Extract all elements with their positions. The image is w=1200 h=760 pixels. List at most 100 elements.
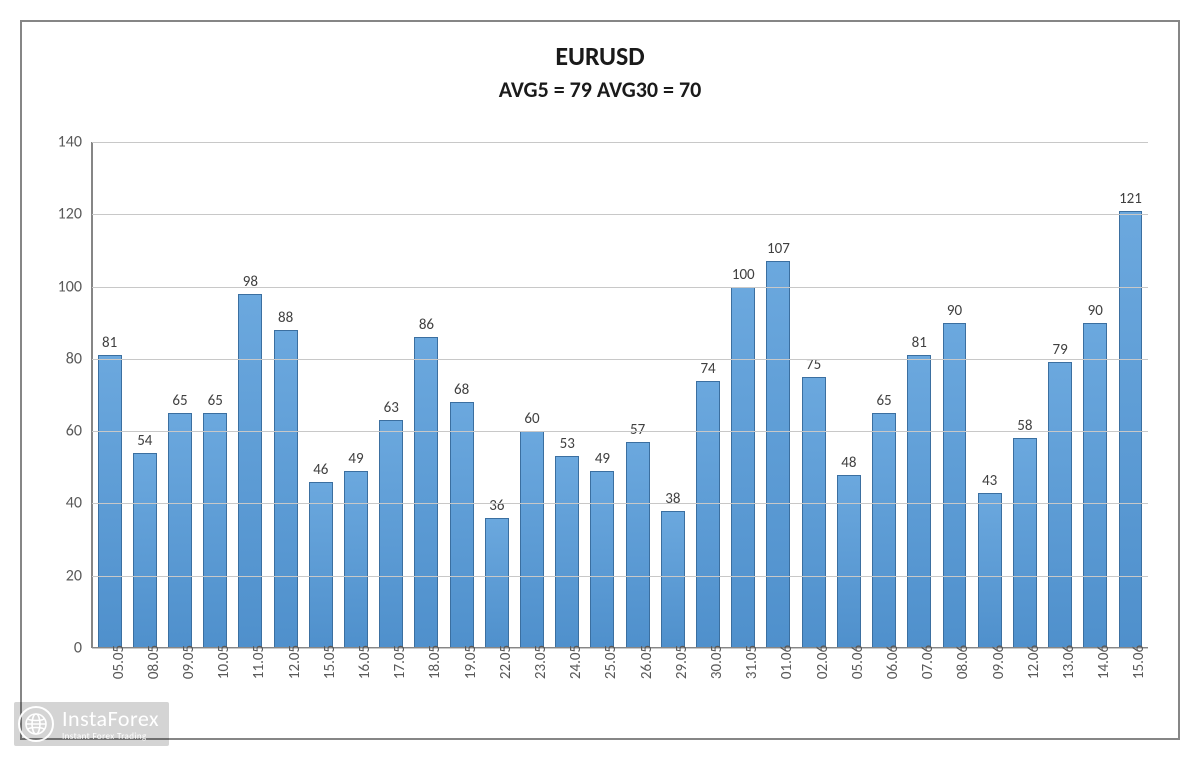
bar-slot: 48 [831,142,866,648]
grid-line [92,214,1148,215]
bar-slot: 54 [127,142,162,648]
chart-title: EURUSD [22,40,1178,72]
watermark-tagline: Instant Forex Trading [62,732,159,741]
bar: 90 [1083,323,1107,648]
bar-value-label: 49 [595,450,610,468]
chart-subtitle: AVG5 = 79 AVG30 = 70 [22,76,1178,103]
bar: 60 [520,431,544,648]
bar-value-label: 60 [524,410,539,428]
bar-value-label: 48 [841,454,856,472]
x-label-slot: 23.05 [514,656,549,726]
x-tick-label: 12.06 [1025,645,1043,679]
x-tick-label: 08.05 [145,645,163,679]
watermark: InstaForex Instant Forex Trading [14,702,169,746]
bar: 48 [837,475,861,648]
x-tick-label: 22.05 [497,645,515,679]
bar-value-label: 53 [560,435,575,453]
bar: 90 [943,323,967,648]
x-tick-label: 24.05 [567,645,585,679]
globe-icon [18,706,54,742]
bar-value-label: 79 [1052,341,1067,359]
bar-slot: 121 [1113,142,1148,648]
bar-slot: 81 [902,142,937,648]
bar-value-label: 38 [665,490,680,508]
x-tick-label: 12.05 [286,645,304,679]
y-tick-label: 100 [58,277,82,296]
x-tick-label: 01.06 [778,645,796,679]
x-tick-label: 17.05 [391,645,409,679]
grid-line [92,287,1148,288]
x-tick-label: 15.06 [1130,645,1148,679]
bar-value-label: 65 [876,392,891,410]
x-tick-label: 31.05 [743,645,761,679]
x-label-slot: 11.05 [233,656,268,726]
bar: 81 [98,355,122,648]
x-tick-label: 11.05 [250,645,268,679]
x-tick-label: 29.05 [673,645,691,679]
bar: 63 [379,420,403,648]
bar: 65 [168,413,192,648]
bar-slot: 68 [444,142,479,648]
y-tick-label: 20 [66,566,82,585]
x-tick-label: 10.05 [215,645,233,679]
y-tick-label: 120 [58,205,82,224]
bar-value-label: 57 [630,421,645,439]
bar-slot: 90 [1078,142,1113,648]
bar-slot: 98 [233,142,268,648]
x-label-slot: 31.05 [726,656,761,726]
bar: 54 [133,453,157,648]
bar-slot: 43 [972,142,1007,648]
x-label-slot: 13.06 [1042,656,1077,726]
y-tick-label: 40 [66,494,82,513]
bar-slot: 65 [866,142,901,648]
x-tick-label: 06.06 [884,645,902,679]
bar: 36 [485,518,509,648]
bar: 58 [1013,438,1037,648]
bar: 79 [1048,362,1072,648]
bar-value-label: 68 [454,381,469,399]
bar-slot: 65 [198,142,233,648]
x-label-slot: 14.06 [1078,656,1113,726]
x-label-slot: 10.05 [198,656,233,726]
bar-slot: 49 [338,142,373,648]
bar: 38 [661,511,685,648]
bar-slot: 58 [1007,142,1042,648]
grid-line [92,142,1148,143]
watermark-brand: InstaForex [62,708,159,730]
x-axis-labels: 05.0508.0509.0510.0511.0512.0515.0516.05… [92,656,1148,726]
bar-slot: 90 [937,142,972,648]
bar-value-label: 88 [278,309,293,327]
x-tick-label: 13.06 [1060,645,1078,679]
x-label-slot: 26.05 [620,656,655,726]
x-tick-label: 26.05 [638,645,656,679]
bar-value-label: 74 [700,360,715,378]
x-label-slot: 19.05 [444,656,479,726]
x-label-slot: 09.06 [972,656,1007,726]
x-label-slot: 05.06 [831,656,866,726]
bar: 81 [907,355,931,648]
bar-slot: 60 [514,142,549,648]
bar: 86 [414,337,438,648]
x-label-slot: 29.05 [655,656,690,726]
bar-slot: 65 [162,142,197,648]
bar-slot: 81 [92,142,127,648]
x-tick-label: 08.06 [954,645,972,679]
x-tick-label: 05.06 [849,645,867,679]
bar: 75 [802,377,826,648]
bar-value-label: 43 [982,472,997,490]
bar-value-label: 121 [1119,190,1142,208]
chart-container: EURUSD AVG5 = 79 AVG30 = 70 815465659888… [0,0,1200,760]
bar-slot: 63 [374,142,409,648]
x-tick-label: 09.06 [990,645,1008,679]
bar: 43 [978,493,1002,648]
x-label-slot: 01.06 [761,656,796,726]
x-tick-label: 18.05 [426,645,444,679]
bar-slot: 79 [1042,142,1077,648]
bar-value-label: 63 [384,399,399,417]
bar: 57 [626,442,650,648]
bar: 65 [872,413,896,648]
bar-value-label: 54 [137,432,152,450]
bar: 49 [590,471,614,648]
y-tick-label: 80 [66,349,82,368]
x-tick-label: 14.06 [1095,645,1113,679]
